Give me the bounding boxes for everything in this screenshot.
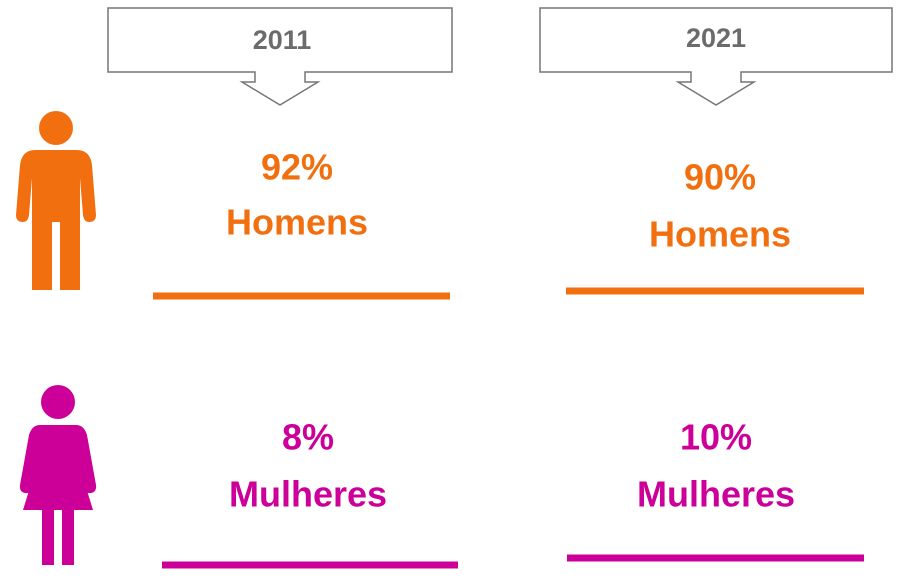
percentage: 92% [261,147,333,188]
percentage: 90% [684,157,756,198]
group-label: Mulheres [637,474,795,515]
year-callout [539,7,893,106]
man-icon [16,111,96,290]
year-label: 2021 [686,23,746,53]
group-label: Homens [649,214,791,255]
year-label: 2011 [253,25,312,55]
group-label: Homens [226,202,368,243]
year-callout [107,7,453,106]
percentage: 8% [282,417,334,458]
group-label: Mulheres [229,474,387,515]
percentage: 10% [680,417,752,458]
woman-icon [19,385,97,565]
